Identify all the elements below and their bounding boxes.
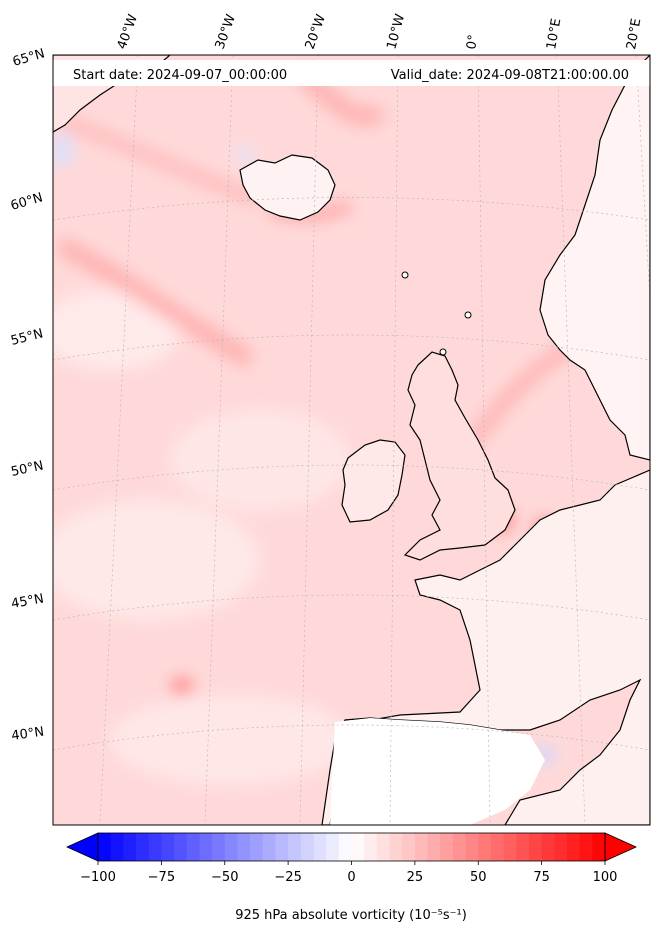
colorbar-segment (503, 833, 517, 861)
colorbar-segment (224, 833, 239, 861)
colorbar-segment (516, 833, 530, 861)
colorbar-segment (528, 833, 543, 861)
lat-label-40n: 40°N (10, 725, 45, 744)
valid-date-label: Valid_date: 2024-09-08T21:00:00.00 (391, 68, 629, 83)
colorbar-segment (554, 833, 568, 861)
colorbar-segment (237, 833, 251, 861)
shetland-islands (464, 311, 472, 319)
colorbar-segment (592, 833, 606, 861)
longitude-labels: 40°W 30°W 20°W 10°W 0° 10°E 20°E (115, 12, 645, 51)
map-frame (52, 54, 651, 826)
colorbar-tick-label: −75 (148, 870, 175, 885)
colorbar-segment (338, 833, 353, 861)
colorbar-segment (414, 833, 429, 861)
colorbar-segment (110, 833, 124, 861)
colorbar-segment (402, 833, 416, 861)
colorbar-segment (364, 833, 378, 861)
colorbar-segment (123, 833, 137, 861)
colorbar-extend-high (604, 832, 637, 862)
colorbar-segment (288, 833, 302, 861)
map-panel: Start date: 2024-09-07_00:00:00 Valid_da… (53, 55, 650, 825)
colorbar-segment (250, 833, 264, 861)
lat-label-45n: 45°N (10, 591, 45, 611)
lat-label-50n: 50°N (10, 458, 45, 479)
colorbar-segment (186, 833, 201, 861)
colorbar-tick-label: 100 (593, 870, 618, 885)
colorbar-segment (212, 833, 226, 861)
land-areas (53, 55, 650, 825)
colorbar-segment (440, 833, 454, 861)
continental-europe (321, 469, 650, 825)
ireland (341, 439, 406, 523)
colorbar-segment (465, 833, 479, 861)
colorbar-segment (427, 833, 441, 861)
colorbar-segment (541, 833, 555, 861)
colorbar-segment (98, 833, 112, 861)
colorbar-label: 925 hPa absolute vorticity (10⁻⁵s⁻¹) (235, 908, 467, 923)
colorbar-segment (490, 833, 505, 861)
great-britain (403, 351, 516, 561)
colorbar: −100 −75 −50 −25 0 25 50 75 100 925 hPa absolute… (66, 832, 637, 923)
lat-label-60n: 60°N (9, 190, 45, 213)
colorbar-segment (566, 833, 581, 861)
lon-label-0: 0° (464, 34, 481, 51)
colorbar-segment (136, 833, 150, 861)
colorbar-segment (262, 833, 277, 861)
colorbar-tick-label: −50 (211, 870, 238, 885)
colorbar-segment (199, 833, 213, 861)
colorbar-tick-label: −25 (274, 870, 301, 885)
colorbar-segment (351, 833, 365, 861)
orkney-islands (439, 348, 447, 356)
colorbar-segment (174, 833, 188, 861)
colorbar-segments (98, 833, 606, 861)
colorbar-segment (326, 833, 340, 861)
lat-label-55n: 55°N (9, 326, 44, 348)
faroe-islands (401, 271, 409, 279)
colorbar-tick-label: 75 (533, 870, 550, 885)
colorbar-segment (275, 833, 289, 861)
start-date-label: Start date: 2024-09-07_00:00:00 (73, 68, 287, 83)
graticule (53, 55, 650, 825)
colorbar-segment (478, 833, 492, 861)
lon-label-10e: 10°E (544, 17, 564, 50)
colorbar-segment (579, 833, 593, 861)
iceland (239, 154, 336, 221)
lon-label-30w: 30°W (213, 12, 239, 51)
colorbar-segment (148, 833, 162, 861)
colorbar-tick-label: 0 (347, 870, 355, 885)
scandinavia (539, 55, 650, 461)
colorbar-extend-low (66, 832, 99, 862)
colorbar-segment (313, 833, 327, 861)
header-box (53, 60, 650, 86)
iberia (330, 718, 545, 825)
lon-label-20e: 20°E (624, 17, 644, 50)
lon-label-40w: 40°W (115, 12, 141, 51)
colorbar-tick-label: 25 (407, 870, 424, 885)
colorbar-segment (389, 833, 403, 861)
lon-label-10w: 10°W (384, 12, 408, 51)
colorbar-tick-label: −100 (80, 870, 116, 885)
colorbar-segment (376, 833, 391, 861)
latitude-labels: 65°N 60°N 55°N 50°N 45°N 40°N (9, 46, 47, 744)
colorbar-ticks: −100 −75 −50 −25 0 25 50 75 100 (80, 861, 617, 885)
colorbar-tick-label: 50 (470, 870, 487, 885)
lon-label-20w: 20°W (303, 12, 329, 51)
colorbar-segment (452, 833, 467, 861)
lat-label-65n: 65°N (11, 46, 47, 69)
colorbar-segment (300, 833, 315, 861)
colorbar-segment (161, 833, 175, 861)
